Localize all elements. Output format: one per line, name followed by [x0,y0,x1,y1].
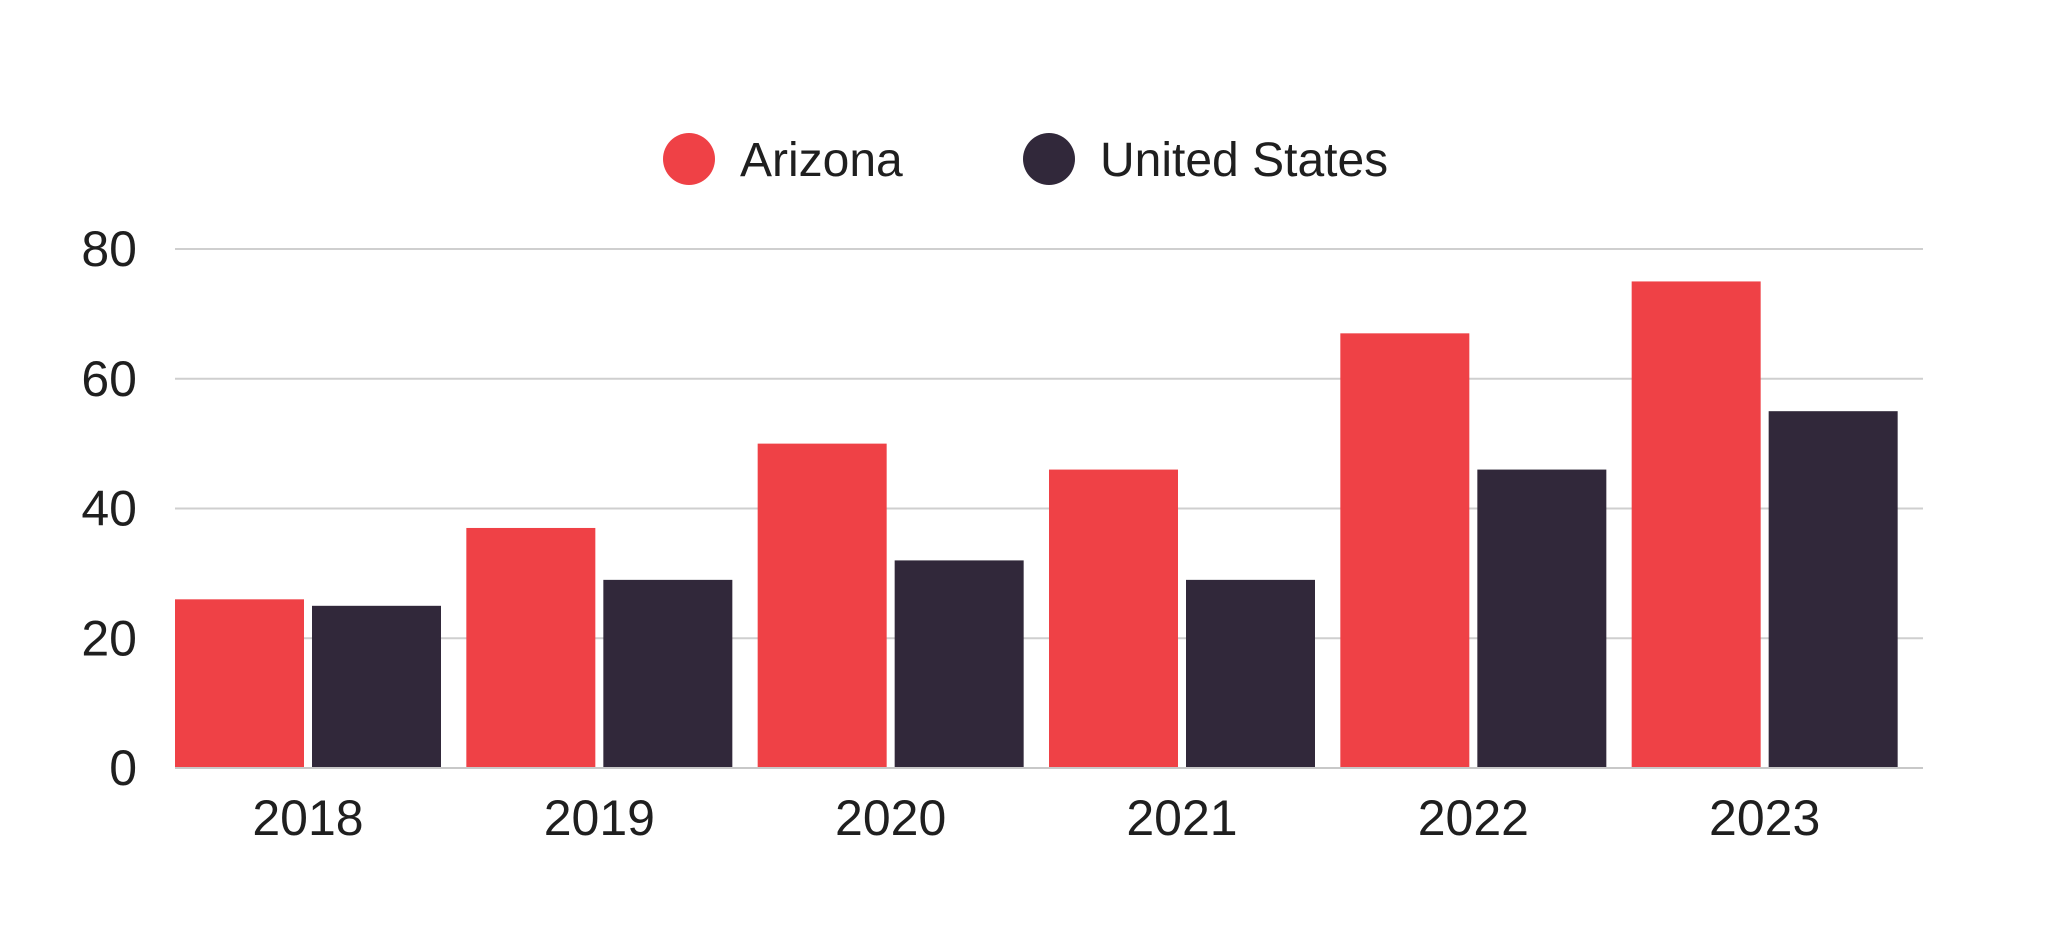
bar-united-states-2022[interactable] [1477,469,1607,768]
bar-arizona-2018[interactable] [175,599,304,768]
legend-swatch-united-states [1023,133,1075,185]
bar-united-states-2021[interactable] [1186,579,1315,768]
bar-arizona-2021[interactable] [1049,469,1178,768]
axes: 0 20 40 60 80 2018 2019 2020 2021 2022 2023 [81,221,1923,846]
legend-label-united-states: United States [1100,134,1388,187]
x-tick-label: 2019 [544,790,655,846]
legend-swatch-arizona [663,133,715,185]
bar-united-states-2018[interactable] [312,605,441,768]
bar-united-states-2023[interactable] [1768,411,1898,768]
bar-arizona-2020[interactable] [757,443,887,768]
legend-item-united-states[interactable]: United States [1023,133,1388,187]
legend-item-arizona[interactable]: Arizona [663,133,903,187]
y-tick-label: 0 [109,740,137,796]
x-tick-label: 2020 [835,790,946,846]
y-tick-label: 60 [81,351,137,407]
legend: Arizona United States [663,133,1388,187]
bar-arizona-2019[interactable] [466,527,596,768]
bar-united-states-2019[interactable] [603,579,733,768]
bar-arizona-2022[interactable] [1340,333,1470,768]
x-tick-label: 2021 [1126,790,1237,846]
bars [175,281,1898,768]
x-tick-label: 2022 [1418,790,1529,846]
y-tick-label: 80 [81,221,137,277]
y-tick-label: 40 [81,481,137,537]
legend-label-arizona: Arizona [740,134,903,187]
bar-united-states-2020[interactable] [894,560,1024,768]
bar-arizona-2023[interactable] [1631,281,1761,768]
y-tick-label: 20 [81,610,137,666]
x-tick-label: 2018 [252,790,363,846]
x-tick-label: 2023 [1709,790,1820,846]
